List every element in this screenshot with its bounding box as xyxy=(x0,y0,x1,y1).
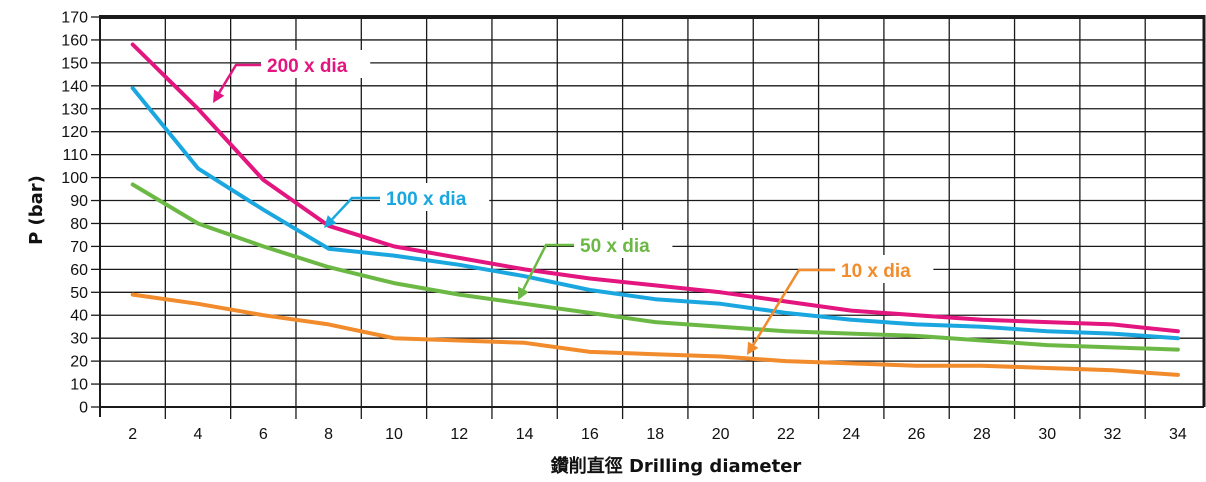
x-tick-label-4: 4 xyxy=(194,426,203,443)
series-label-200-x-dia: 200 x dia xyxy=(267,56,348,77)
x-tick-label-30: 30 xyxy=(1038,426,1056,443)
x-axis-label: 鑽削直徑 Drilling diameter xyxy=(551,455,802,477)
callout-50-x-dia: 50 x dia xyxy=(518,230,673,300)
x-tick-label-14: 14 xyxy=(516,426,534,443)
y-tick-label-110: 110 xyxy=(62,147,88,164)
series-label-100-x-dia: 100 x dia xyxy=(386,189,467,210)
series-lines xyxy=(130,42,1180,377)
series-labels: 200 x dia 100 x dia 50 x dia 10 x dia xyxy=(213,50,934,355)
y-tick-label-130: 130 xyxy=(61,101,88,118)
y-tick-label-40: 40 xyxy=(70,308,88,325)
x-tick-label-2: 2 xyxy=(128,426,137,443)
leader-line-200-x-dia xyxy=(218,63,261,94)
callout-100-x-dia: 100 x dia xyxy=(324,183,490,228)
x-tick-label-34: 34 xyxy=(1169,426,1187,443)
x-tick-label-16: 16 xyxy=(581,426,599,443)
callout-bg-200-x-dia xyxy=(261,50,371,78)
x-tick-label-24: 24 xyxy=(842,426,860,443)
leader-line-50-x-dia xyxy=(522,243,574,290)
y-tick-label-90: 90 xyxy=(70,193,88,210)
y-tick-label-30: 30 xyxy=(70,331,88,348)
x-tick-label-12: 12 xyxy=(450,426,468,443)
y-tick-label-0: 0 xyxy=(79,400,88,417)
y-tick-label-150: 150 xyxy=(61,55,88,72)
callout-bg-50-x-dia xyxy=(574,230,673,258)
leader-line-100-x-dia xyxy=(331,196,380,221)
arrowhead-50-x-dia xyxy=(518,286,529,300)
y-tick-label-120: 120 xyxy=(61,124,88,141)
y-tick-label-80: 80 xyxy=(70,216,88,233)
callout-bg-100-x-dia xyxy=(380,183,490,211)
x-tick-label-6: 6 xyxy=(259,426,268,443)
y-tick-label-50: 50 xyxy=(70,285,88,302)
x-tick-label-8: 8 xyxy=(324,426,333,443)
series-line-50-x-dia xyxy=(130,182,1180,352)
series-line-10-x-dia xyxy=(130,292,1180,377)
leader-line-10-x-dia xyxy=(752,268,835,346)
y-tick-label-60: 60 xyxy=(70,262,88,279)
series-label-10-x-dia: 10 x dia xyxy=(841,261,911,282)
x-tick-label-22: 22 xyxy=(777,426,795,443)
callout-10-x-dia: 10 x dia xyxy=(747,255,934,355)
callout-200-x-dia: 200 x dia xyxy=(213,50,371,103)
y-axis-label: P (bar) xyxy=(26,175,47,245)
x-tick-label-20: 20 xyxy=(712,426,730,443)
series-line-200-x-dia xyxy=(130,42,1180,334)
arrowhead-100-x-dia xyxy=(324,215,337,228)
y-tick-label-160: 160 xyxy=(61,32,88,49)
callout-bg-10-x-dia xyxy=(835,255,934,283)
y-tick-label-20: 20 xyxy=(70,354,88,371)
y-tick-label-100: 100 xyxy=(61,170,88,187)
arrowhead-10-x-dia xyxy=(747,341,759,355)
y-tick-label-70: 70 xyxy=(70,239,88,256)
axes: 0 10 20 30 40 50 60 70 80 90 100 110 120 130 140 150 160… xyxy=(61,10,1204,443)
series-line-100-x-dia xyxy=(130,86,1180,341)
y-tick-label-10: 10 xyxy=(70,377,88,394)
y-tick-label-170: 170 xyxy=(61,10,88,27)
y-tick-label-140: 140 xyxy=(61,78,88,95)
x-tick-label-26: 26 xyxy=(908,426,926,443)
x-tick-label-10: 10 xyxy=(385,426,403,443)
x-tick-label-18: 18 xyxy=(646,426,664,443)
x-tick-label-32: 32 xyxy=(1104,426,1122,443)
series-label-50-x-dia: 50 x dia xyxy=(580,236,650,257)
arrowhead-200-x-dia xyxy=(213,89,225,103)
x-tick-label-28: 28 xyxy=(973,426,991,443)
